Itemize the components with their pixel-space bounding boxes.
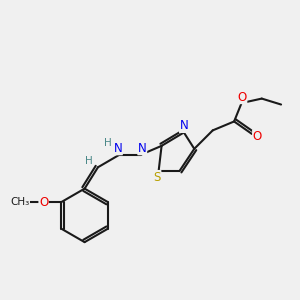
Text: O: O: [238, 91, 247, 103]
Text: O: O: [253, 130, 262, 143]
Text: H: H: [104, 139, 112, 148]
Text: N: N: [179, 119, 188, 132]
Text: N: N: [138, 142, 147, 155]
Text: H: H: [85, 156, 92, 166]
Text: N: N: [113, 142, 122, 155]
Text: S: S: [153, 170, 161, 184]
Text: O: O: [39, 196, 48, 208]
Text: CH₃: CH₃: [10, 197, 29, 207]
